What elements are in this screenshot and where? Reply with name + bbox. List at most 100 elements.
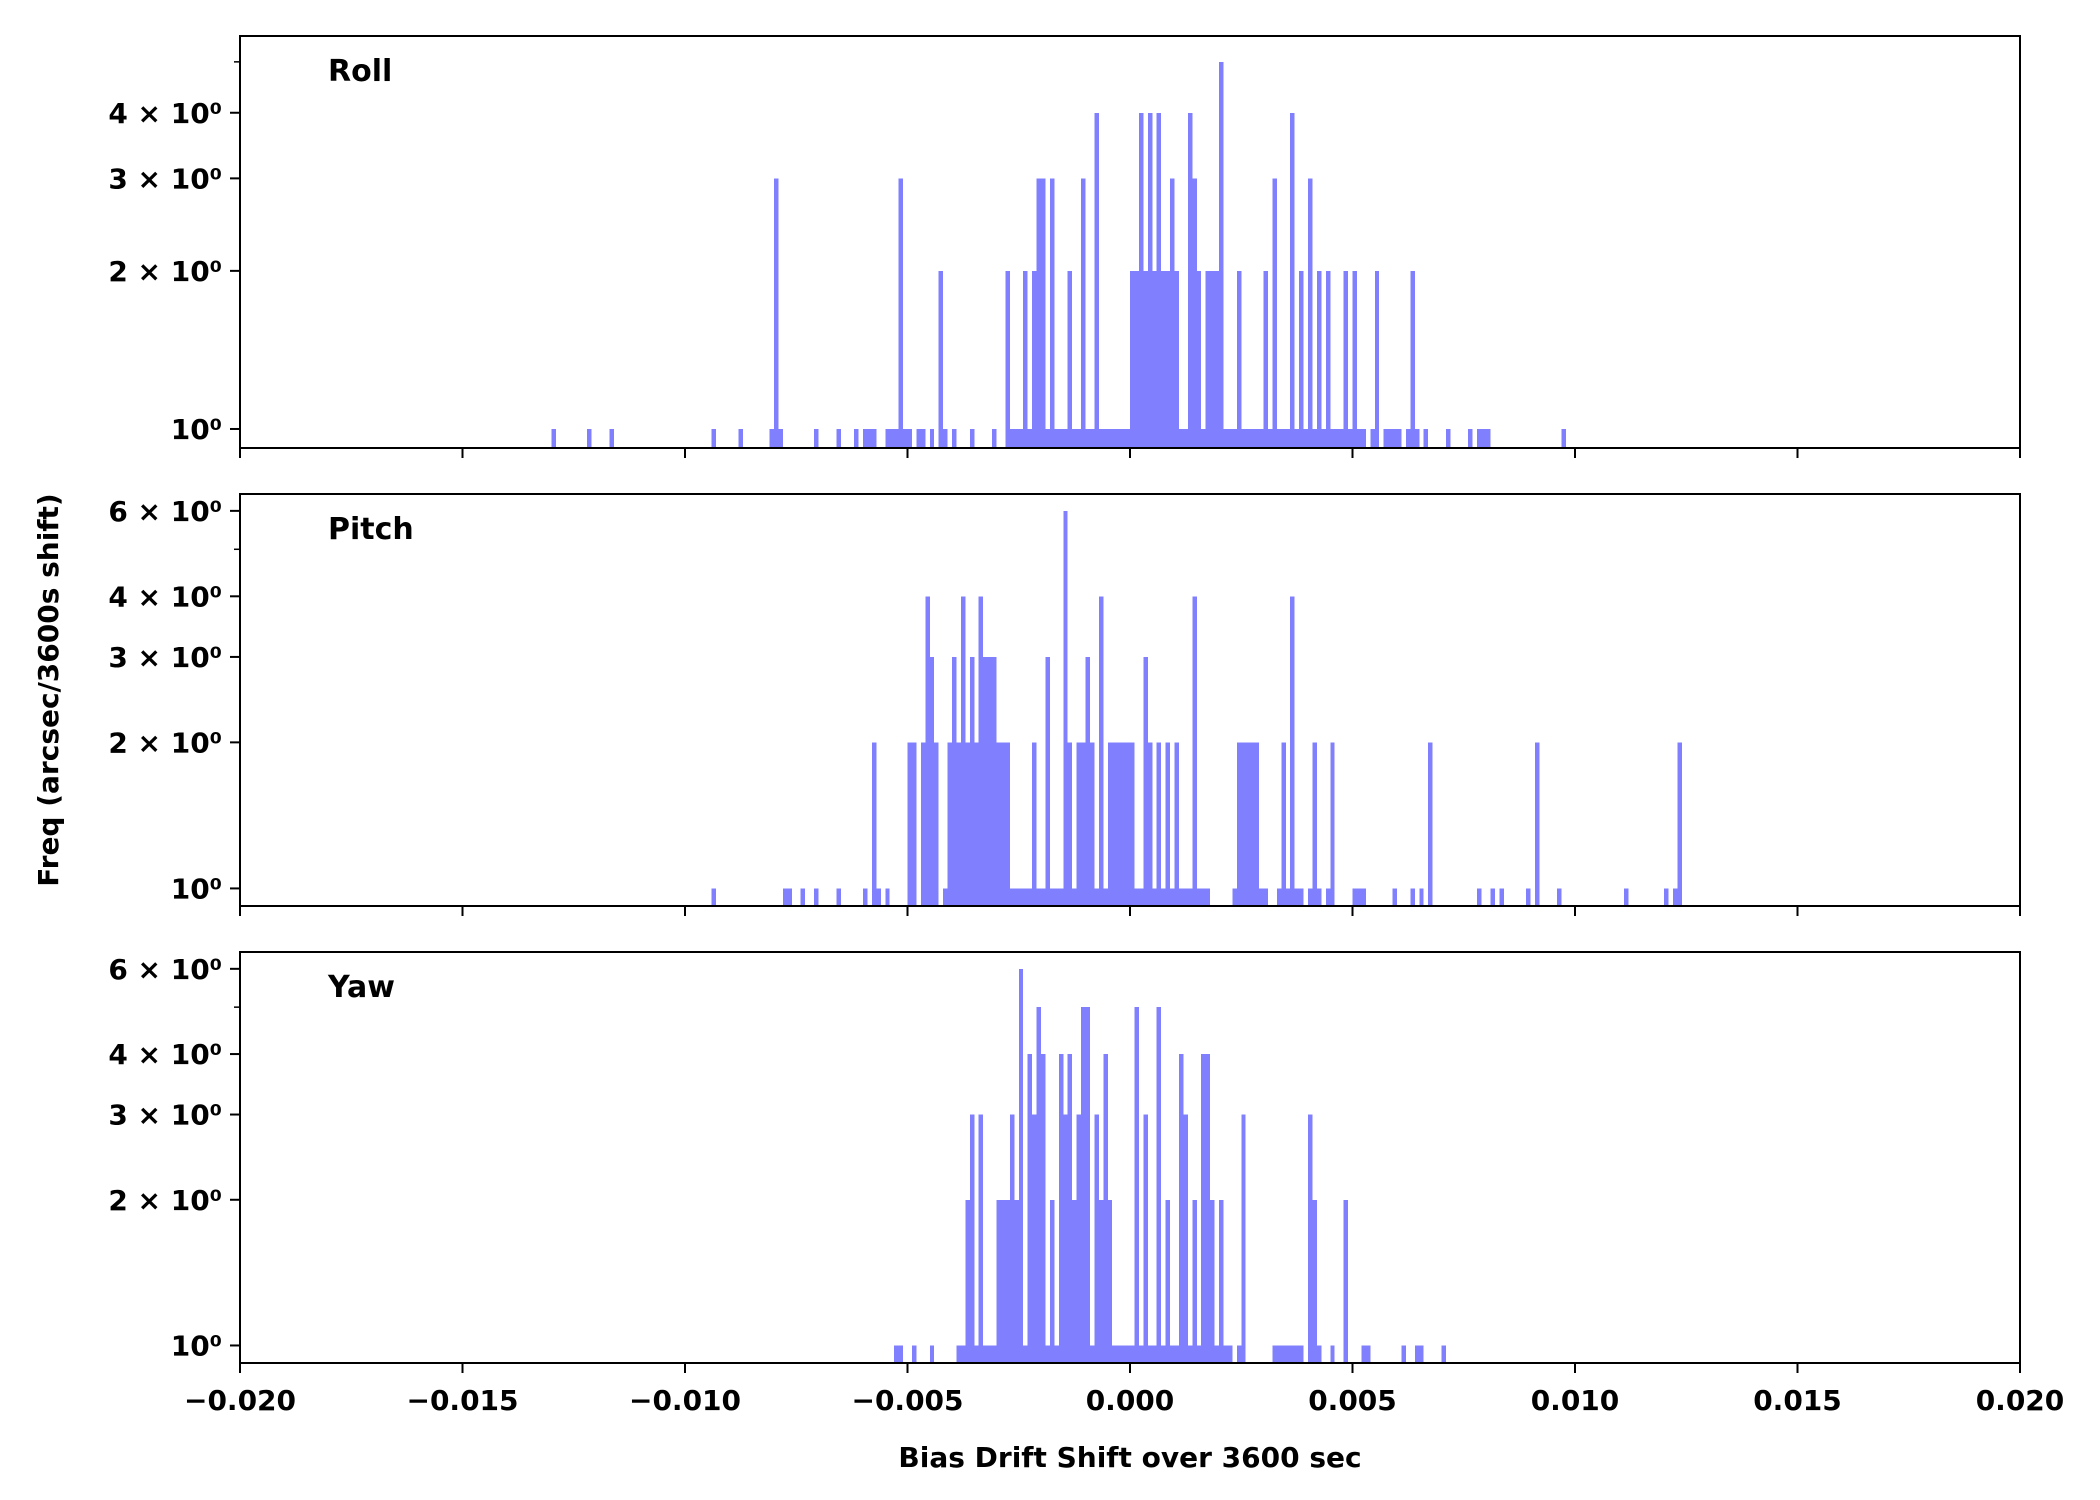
histogram-bar: [1352, 270, 1357, 448]
histogram-bar: [876, 888, 881, 906]
histogram-bar: [947, 742, 952, 906]
histogram-bar: [1325, 270, 1331, 448]
histogram-bar: [1027, 888, 1033, 906]
histogram-bar: [969, 656, 975, 906]
figure-x-axis-label: Bias Drift Shift over 3600 sec: [898, 1441, 1361, 1474]
histogram-bar: [1134, 1007, 1139, 1363]
histogram-bar: [1063, 510, 1068, 906]
histogram-bar: [1308, 178, 1313, 448]
histogram-bar: [787, 888, 792, 906]
histogram-bar: [1481, 428, 1486, 448]
histogram-bar: [1076, 742, 1082, 906]
histogram-bar: [1005, 270, 1010, 448]
histogram-bar: [814, 428, 819, 448]
histogram-bar: [1557, 888, 1562, 906]
histogram-bar: [1183, 1114, 1188, 1363]
histogram-bar: [1477, 428, 1482, 448]
histogram-bar: [965, 1199, 970, 1363]
histogram-bar: [1103, 428, 1108, 448]
histogram-bar: [1254, 428, 1260, 448]
histogram-bar: [1316, 888, 1322, 906]
x-tick-label: −0.010: [629, 1384, 741, 1417]
histogram-bar: [1138, 1345, 1144, 1363]
histogram-bar: [920, 742, 926, 906]
y-tick-label: 3 × 10⁰: [108, 641, 222, 674]
histogram-bar: [1027, 1054, 1033, 1363]
histogram-bar: [1477, 888, 1482, 906]
histogram-bar: [1098, 428, 1104, 448]
histogram-bar: [1094, 112, 1099, 448]
histogram-bar: [1170, 1345, 1175, 1363]
histogram-bar: [1388, 428, 1393, 448]
histogram-bar: [1032, 270, 1037, 448]
histogram-bar: [1103, 1054, 1108, 1363]
histogram-bar: [1045, 1345, 1050, 1363]
histogram-bar: [1072, 888, 1077, 906]
histogram-bar: [1343, 270, 1349, 448]
histogram-bar: [778, 428, 783, 448]
histogram-bar: [1130, 270, 1135, 448]
histogram-bar: [1174, 1345, 1179, 1363]
histogram-bar: [1290, 596, 1295, 906]
histogram-bar: [1032, 1114, 1037, 1363]
histogram-bar: [1045, 428, 1050, 448]
histogram-bar: [898, 178, 904, 448]
histogram-bar: [956, 1345, 961, 1363]
histogram-bar: [711, 888, 717, 906]
histogram-bar: [1534, 742, 1540, 906]
histogram-bar: [1356, 428, 1362, 448]
histogram-bar: [1183, 428, 1188, 448]
histogram-bar: [1241, 1114, 1246, 1363]
histogram-bar: [911, 742, 917, 906]
x-tick-label: −0.020: [184, 1384, 296, 1417]
histogram-bar: [1330, 428, 1335, 448]
histogram-bar: [960, 1345, 966, 1363]
histogram-bar: [1486, 428, 1491, 448]
histogram-bar: [1165, 1199, 1171, 1363]
histogram-bar: [1067, 270, 1073, 448]
histogram-bar: [1236, 742, 1242, 906]
histogram-bar: [1058, 888, 1064, 906]
histogram-bar: [1285, 888, 1291, 906]
histogram-bar: [1147, 742, 1153, 906]
histogram-bar: [1000, 1199, 1006, 1363]
histogram-bar: [1205, 270, 1211, 448]
histogram-bar: [978, 1114, 984, 1363]
histogram-bar: [854, 428, 859, 448]
histogram-bar: [987, 656, 993, 906]
histogram-bar: [1076, 428, 1082, 448]
histogram-bar: [1143, 1114, 1148, 1363]
histogram-bar: [1170, 178, 1175, 448]
histogram-bar: [1174, 742, 1179, 906]
histogram-bar: [960, 596, 966, 906]
histogram-bar: [1223, 1345, 1228, 1363]
histogram-bar: [992, 1345, 997, 1363]
histogram-bar: [929, 656, 935, 906]
histogram-bar: [1330, 1345, 1335, 1363]
histogram-bar: [1058, 428, 1064, 448]
histogram-bar: [1161, 1345, 1166, 1363]
histogram-bar: [1392, 888, 1397, 906]
histogram-bar: [1143, 270, 1148, 448]
histogram-bar: [1112, 1345, 1117, 1363]
histogram-bar: [1116, 742, 1122, 906]
y-tick-label: 6 × 10⁰: [108, 495, 222, 528]
histogram-bar: [1183, 888, 1188, 906]
histogram-bar: [609, 428, 614, 448]
histogram-bar: [1276, 888, 1282, 906]
histogram-bar: [894, 1345, 899, 1363]
histogram-bar: [983, 656, 988, 906]
histogram-bar: [1294, 428, 1300, 448]
histogram-bar: [1125, 742, 1130, 906]
histogram-bar: [1138, 112, 1144, 448]
histogram-bar: [1009, 888, 1015, 906]
histogram-bar: [992, 428, 997, 448]
histogram-bar: [1067, 1054, 1073, 1363]
histogram-bar: [1192, 1199, 1197, 1363]
histogram-bar: [1165, 270, 1171, 448]
histogram-bar: [1081, 742, 1086, 906]
histogram-bar: [1232, 428, 1237, 448]
histogram-bar: [1098, 596, 1104, 906]
y-tick-label: 10⁰: [171, 413, 222, 446]
histogram-bar: [1334, 428, 1340, 448]
